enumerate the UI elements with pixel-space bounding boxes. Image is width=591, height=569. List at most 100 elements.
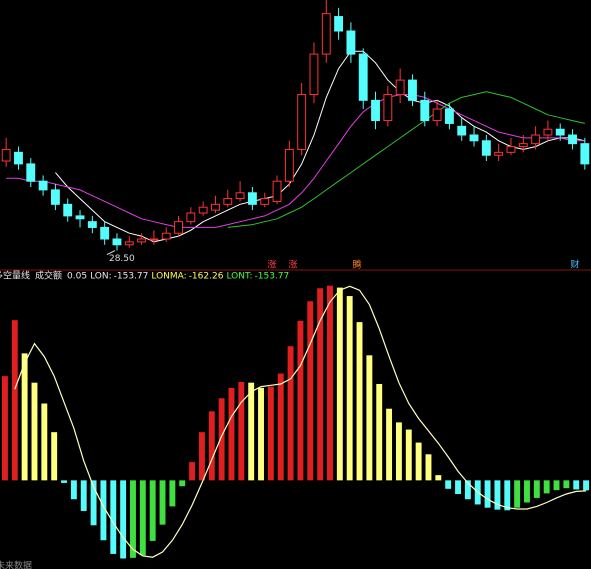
candle-body (531, 134, 541, 145)
candle-body (346, 30, 356, 55)
candle-body (395, 79, 405, 96)
histogram-bar (189, 462, 196, 481)
candle-body (198, 206, 208, 214)
histogram-bar (524, 480, 530, 503)
candle-body (100, 226, 110, 240)
histogram-bar (346, 296, 353, 481)
histogram-bar (494, 480, 501, 510)
candle-body (506, 146, 516, 153)
histogram-bar (218, 398, 225, 481)
candle-body (420, 99, 430, 122)
histogram-bar (395, 422, 402, 481)
candle-body (494, 151, 504, 156)
candle-body (124, 241, 134, 246)
histogram-bar (198, 432, 205, 481)
histogram-bar (356, 322, 363, 481)
histogram-bar (61, 480, 67, 483)
candle-body (518, 143, 528, 148)
histogram-bar (455, 480, 461, 495)
histogram-bar (464, 480, 471, 500)
histogram-bar (110, 480, 117, 554)
candle-body (211, 203, 220, 211)
candle-body (321, 13, 331, 55)
histogram-bar (307, 301, 314, 481)
histogram-bar (100, 480, 107, 541)
candle-body (149, 238, 159, 241)
histogram-bar (248, 382, 255, 481)
candle-body (383, 94, 393, 122)
histogram-bar (405, 429, 412, 481)
histogram-bar (327, 285, 333, 481)
candle-body (63, 203, 73, 217)
readout-name: LONT: (226, 272, 252, 282)
candle-body (334, 16, 344, 32)
candle-body (457, 125, 467, 136)
candle-body (14, 151, 23, 165)
histogram-bar (514, 480, 521, 508)
candle-body (87, 221, 97, 228)
histogram-bar (484, 480, 491, 508)
candle-body (568, 134, 577, 145)
histogram-bar (159, 480, 166, 525)
histogram-bar (169, 480, 176, 507)
histogram-bar (11, 320, 18, 481)
histogram-bar (553, 480, 560, 491)
histogram-bar (1, 376, 8, 481)
param-label: 成交额 (35, 270, 62, 282)
histogram-bar (287, 346, 294, 481)
histogram-bar (425, 454, 432, 481)
histogram-bar (41, 403, 48, 481)
histogram-bar (208, 411, 215, 481)
candle-body (50, 189, 60, 205)
readout-value: -162.26 (189, 272, 224, 282)
ma-line (227, 91, 585, 228)
candle-body (371, 99, 380, 122)
candle-body (161, 232, 171, 240)
candle-body (1, 148, 11, 162)
candle-body (469, 134, 479, 142)
histogram-bar (317, 288, 324, 481)
histogram-bar (90, 480, 97, 526)
histogram-bar (445, 480, 452, 489)
param-value: 0.05 (67, 272, 87, 282)
indicator-name: 多空量线 (0, 270, 30, 282)
histogram-bar (149, 480, 156, 541)
candle-body (408, 79, 417, 101)
candle-body (272, 180, 282, 202)
candle-body (580, 143, 590, 165)
indicator-line (14, 285, 587, 558)
footer-note: 未来数据 (0, 560, 32, 569)
candle-body (112, 238, 122, 246)
candle-body (247, 192, 257, 205)
candle-body (223, 198, 233, 205)
candle-body (481, 140, 491, 156)
histogram-bar (139, 480, 146, 556)
event-marker: 财 (570, 259, 579, 271)
histogram-bar (366, 355, 373, 481)
histogram-bar (70, 480, 77, 500)
histogram-bar (563, 480, 570, 489)
candle-body (543, 128, 553, 136)
histogram-bar (130, 480, 136, 558)
candle-body (444, 108, 454, 124)
candle-body (432, 108, 442, 122)
histogram-bar (376, 383, 383, 481)
histogram-bar (583, 480, 590, 491)
histogram-bar (120, 480, 127, 559)
candle-body (358, 53, 368, 101)
histogram-bar (297, 320, 304, 481)
histogram-bar (573, 480, 580, 490)
histogram-bar (277, 373, 284, 481)
event-marker: 涨 (267, 260, 276, 271)
candle-body (137, 238, 147, 243)
readout-value: -153.77 (114, 272, 149, 282)
candle-body (38, 180, 48, 191)
readout-name: LONMA: (151, 272, 186, 282)
candle-body (186, 212, 196, 223)
candle-body (75, 215, 85, 220)
histogram-bar (533, 480, 540, 498)
histogram-bar (336, 287, 343, 481)
